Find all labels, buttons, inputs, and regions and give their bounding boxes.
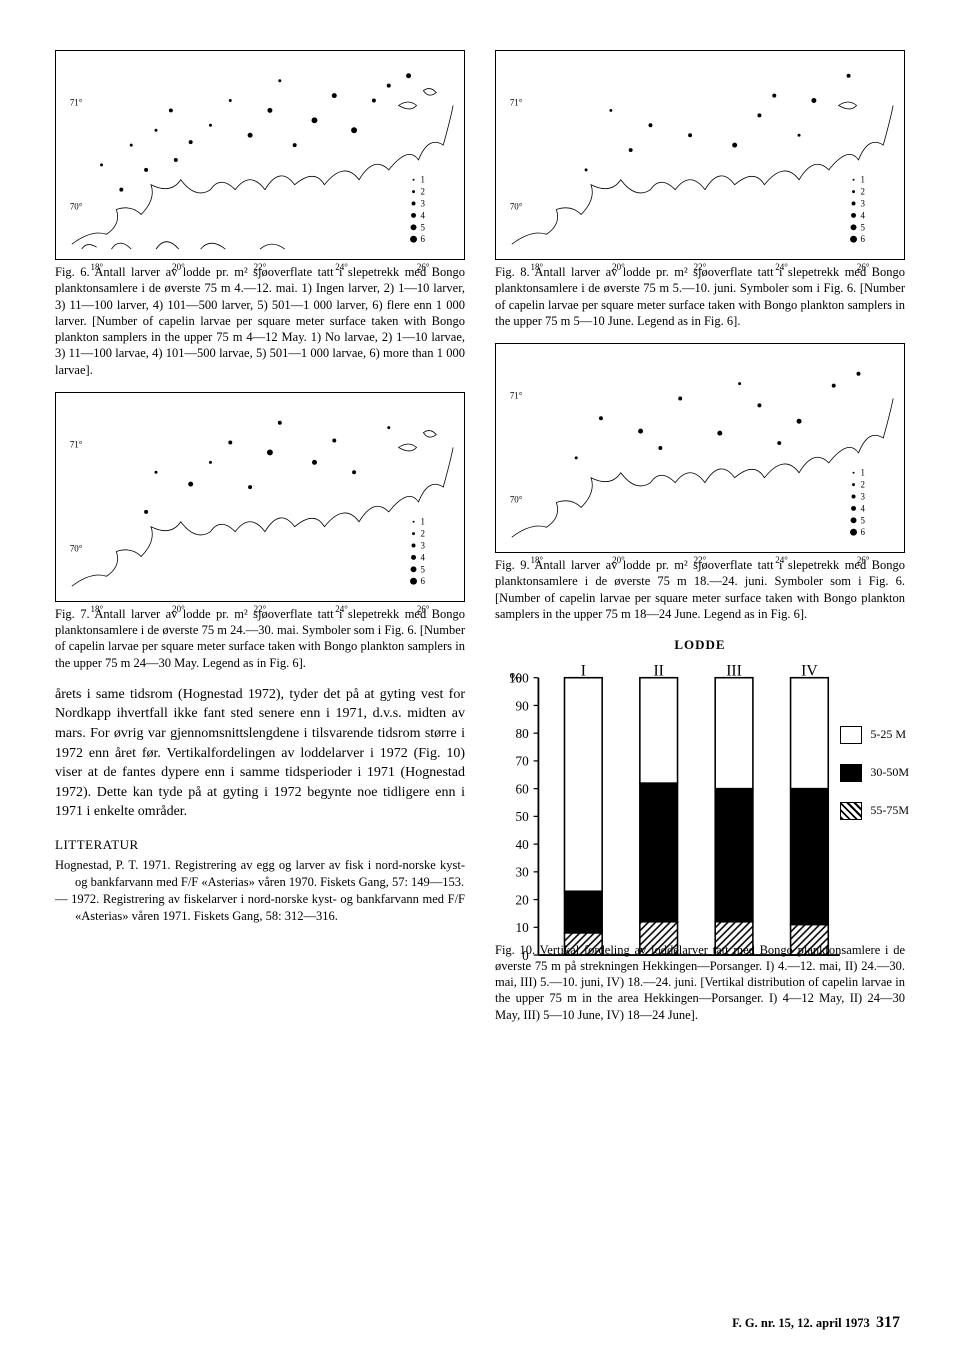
svg-text:30: 30 xyxy=(516,864,530,879)
svg-text:71°: 71° xyxy=(510,390,523,400)
svg-text:2: 2 xyxy=(420,528,424,538)
sample-dots xyxy=(100,73,411,191)
svg-text:I: I xyxy=(581,662,586,679)
svg-text:6: 6 xyxy=(860,527,865,537)
svg-text:20: 20 xyxy=(516,892,530,907)
svg-text:6: 6 xyxy=(860,234,865,244)
svg-text:60: 60 xyxy=(516,781,530,796)
svg-text:0: 0 xyxy=(522,947,529,962)
svg-text:4: 4 xyxy=(860,210,865,220)
svg-text:4: 4 xyxy=(420,210,425,220)
chart-title: LODDE xyxy=(495,636,905,654)
svg-text:3: 3 xyxy=(420,199,425,209)
footer-text: F. G. nr. 15, 12. april 1973 xyxy=(732,1316,870,1330)
left-column: 71° 70° xyxy=(55,50,465,1037)
svg-text:2: 2 xyxy=(420,187,424,197)
svg-text:3: 3 xyxy=(860,492,865,502)
svg-text:80: 80 xyxy=(516,726,530,741)
reference-1: Hognestad, P. T. 1971. Registrering av e… xyxy=(55,857,465,891)
fig8-caption: Fig. 8. Antall larver av lodde pr. m² sj… xyxy=(495,264,905,329)
fig9-map: 71° 70° 1 2 3 4 5 6 xyxy=(495,343,905,553)
svg-text:2: 2 xyxy=(860,480,864,490)
reference-2: — 1972. Registrering av fiskelarver i no… xyxy=(55,891,465,925)
svg-text:3: 3 xyxy=(860,199,865,209)
svg-text:5: 5 xyxy=(860,222,865,232)
body-paragraph: årets i same tidsrom (Hognestad 1972), t… xyxy=(55,685,465,822)
fig7-caption: Fig. 7. Antall larver av lodde pr. m² sj… xyxy=(55,606,465,671)
svg-text:4: 4 xyxy=(420,552,425,562)
svg-text:2: 2 xyxy=(860,187,864,197)
page-footer: F. G. nr. 15, 12. april 1973 317 xyxy=(732,1312,900,1334)
svg-text:70: 70 xyxy=(516,753,530,768)
lat-71: 71° xyxy=(70,97,83,107)
svg-text:10: 10 xyxy=(516,920,530,935)
legend-5-25: 5-25 M xyxy=(870,726,906,742)
svg-text:1: 1 xyxy=(420,516,424,526)
svg-text:6: 6 xyxy=(420,234,425,244)
svg-text:5: 5 xyxy=(420,222,425,232)
fig9-caption: Fig. 9. Antall larver av lodde pr. m² sj… xyxy=(495,557,905,622)
fig7-map: 71° 70° 1 2 3 4 5 6 xyxy=(55,392,465,602)
svg-text:5: 5 xyxy=(420,564,425,574)
svg-text:71°: 71° xyxy=(510,97,523,107)
fig6-caption: Fig. 6. Antall larver av lodde pr. m² sj… xyxy=(55,264,465,378)
lon-labels: 18°20° 22°24° 26° xyxy=(56,261,464,273)
svg-text:50: 50 xyxy=(516,809,530,824)
legend-55-75: 55-75M xyxy=(870,802,909,818)
svg-text:70°: 70° xyxy=(70,543,83,553)
litteratur-heading: LITTERATUR xyxy=(55,836,465,854)
fig10-chart: %0102030405060708090100IIIIIIIV 5-25 M 3… xyxy=(495,656,905,936)
svg-text:IV: IV xyxy=(801,662,818,679)
right-column: 71° 70° 1 2 3 4 5 6 xyxy=(495,50,905,1037)
svg-text:1: 1 xyxy=(860,175,864,185)
svg-text:II: II xyxy=(653,662,663,679)
page-number: 317 xyxy=(876,1314,900,1331)
svg-text:90: 90 xyxy=(516,698,530,713)
lat-70: 70° xyxy=(70,201,83,211)
svg-text:70°: 70° xyxy=(510,494,523,504)
chart-legend: 5-25 M 30-50M 55-75M xyxy=(840,706,909,840)
svg-text:4: 4 xyxy=(860,503,865,513)
svg-text:6: 6 xyxy=(420,576,425,586)
svg-text:1: 1 xyxy=(420,175,424,185)
svg-text:III: III xyxy=(726,662,742,679)
svg-text:71°: 71° xyxy=(70,439,83,449)
fig6-map: 71° 70° xyxy=(55,50,465,260)
svg-text:70°: 70° xyxy=(510,201,523,211)
svg-text:1: 1 xyxy=(860,468,864,478)
legend-30-50: 30-50M xyxy=(870,764,909,780)
svg-text:40: 40 xyxy=(516,836,530,851)
svg-text:3: 3 xyxy=(420,540,425,550)
fig8-map: 71° 70° 1 2 3 4 5 6 xyxy=(495,50,905,260)
svg-text:5: 5 xyxy=(860,515,865,525)
svg-text:100: 100 xyxy=(509,670,529,685)
map-legend: 1 2 3 4 5 6 xyxy=(410,175,425,244)
